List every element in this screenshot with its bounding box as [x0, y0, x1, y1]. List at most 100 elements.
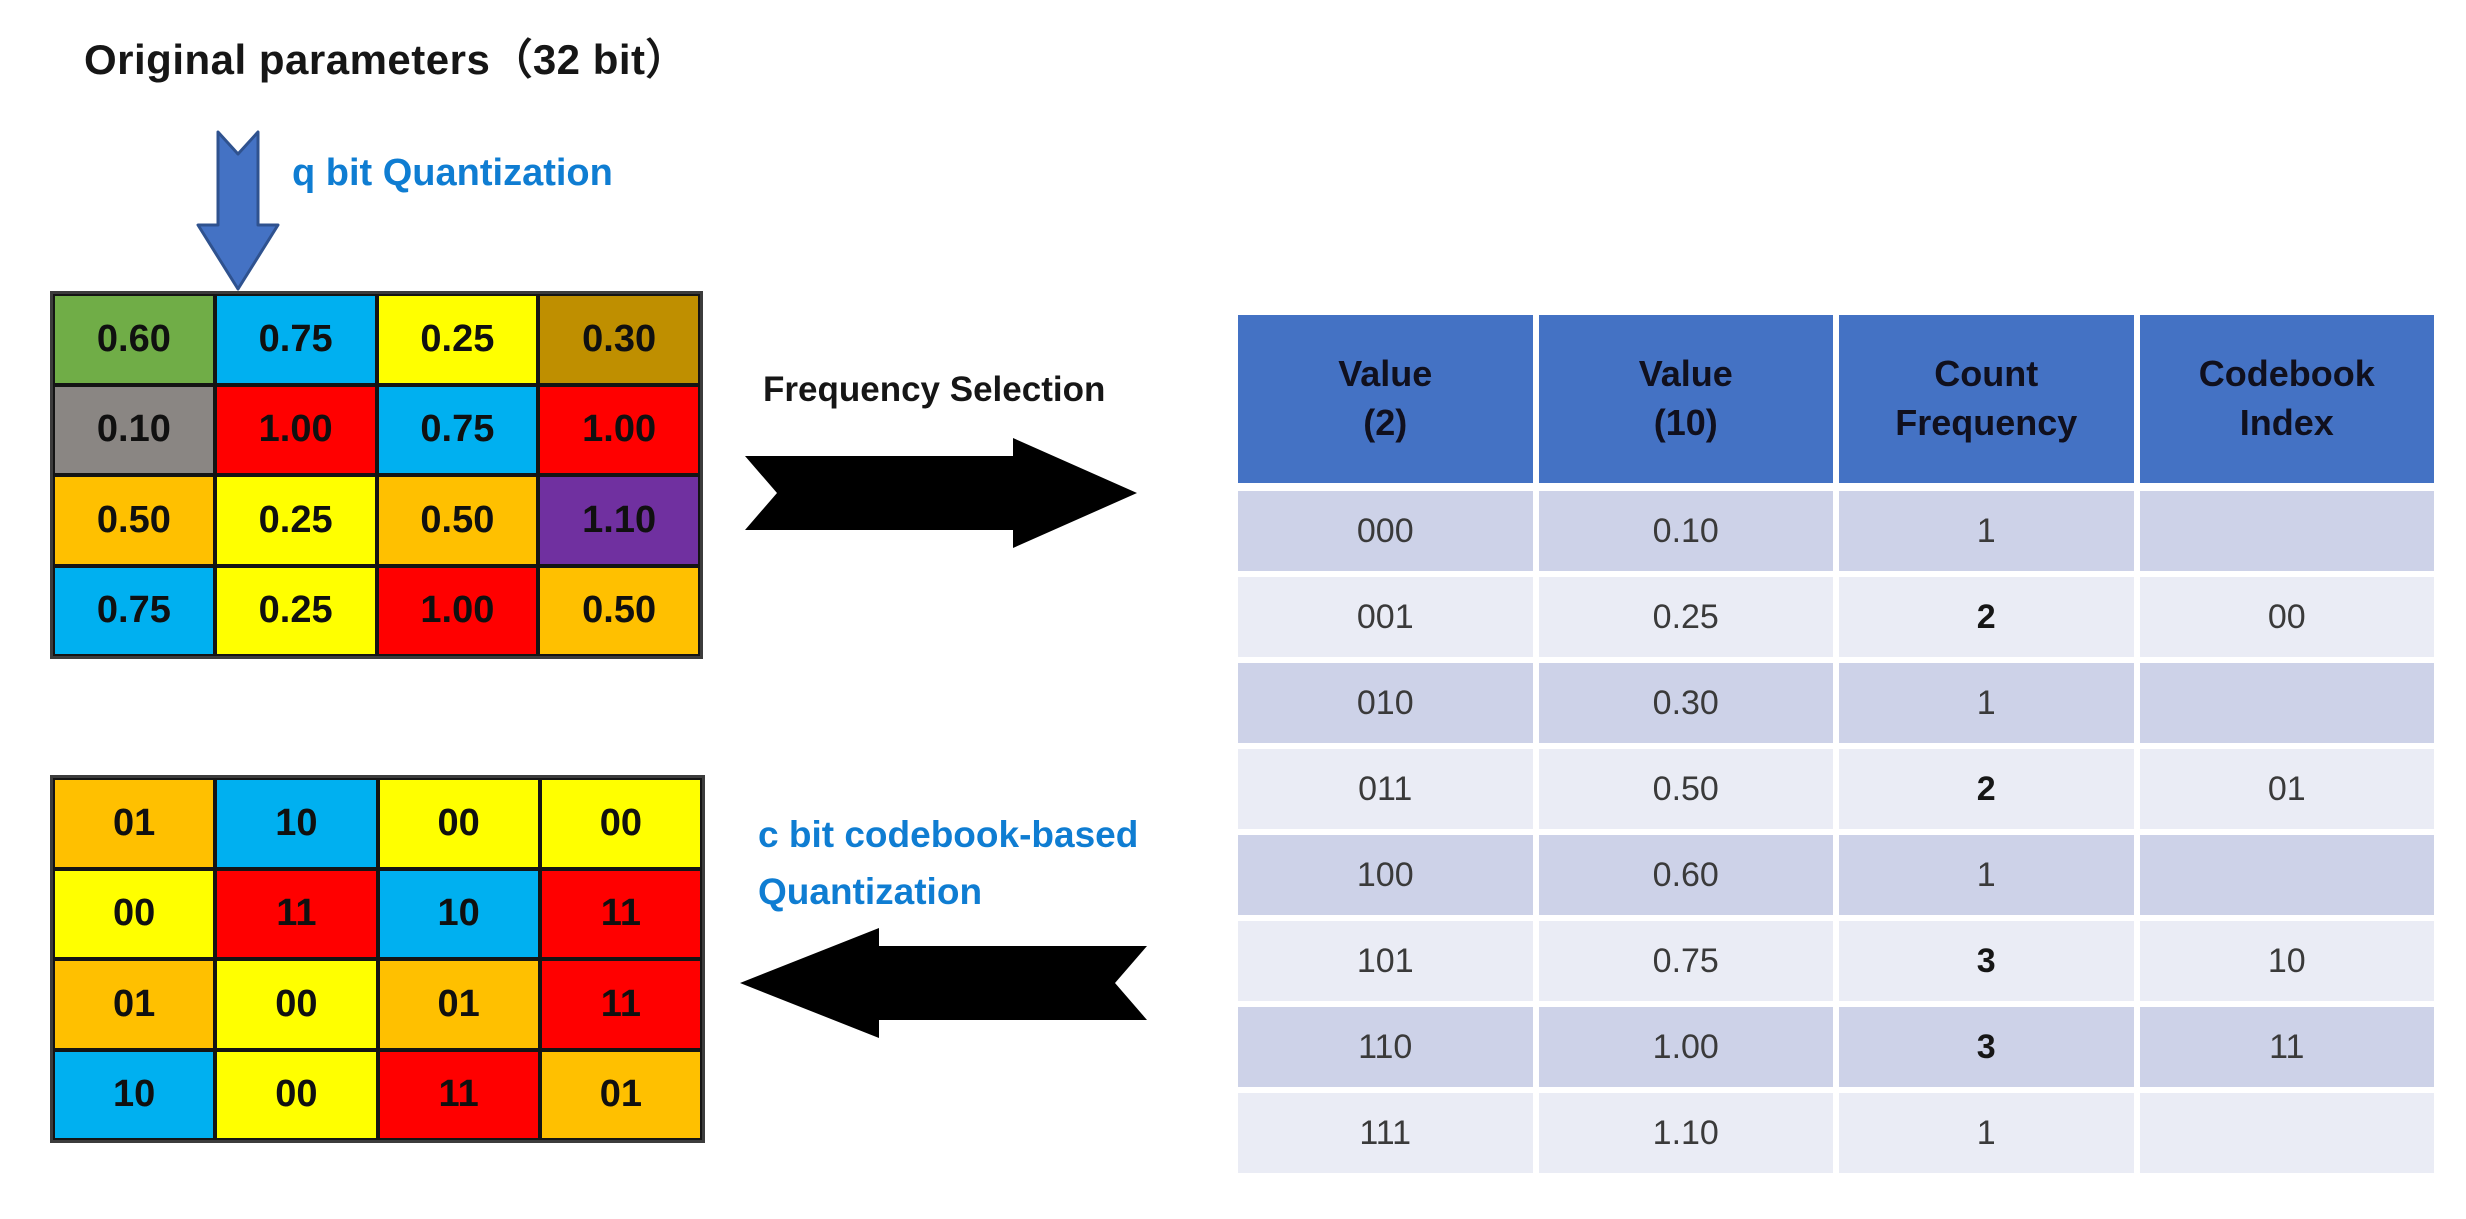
grid-cell: 0.25 — [214, 565, 377, 656]
cell-count: 1 — [1839, 835, 2134, 915]
cell-index — [2139, 1093, 2434, 1173]
grid-cell: 1.00 — [214, 384, 377, 475]
grid-cell: 01 — [377, 959, 540, 1050]
cell-value2: 111 — [1238, 1093, 1533, 1173]
grid-cell: 01 — [53, 959, 216, 1050]
table-row: 110 1.00 3 11 — [1238, 1007, 2434, 1087]
grid-cell: 11 — [539, 959, 702, 1050]
grid-cell: 00 — [53, 868, 216, 959]
cell-value2: 010 — [1238, 663, 1533, 743]
count-value: 1 — [1976, 1113, 1996, 1152]
table-header-row: Value (2) Value (10) Count Frequency Cod… — [1238, 315, 2434, 483]
grid-cell: 1.10 — [538, 475, 700, 566]
count-value: 1 — [1976, 855, 1996, 894]
table-row: 100 0.60 1 — [1238, 835, 2434, 915]
count-value: 3 — [1976, 941, 1996, 980]
cell-index: 01 — [2139, 749, 2434, 829]
grid-cell: 0.50 — [538, 565, 700, 656]
count-value: 2 — [1976, 597, 1996, 636]
cell-value2: 100 — [1238, 835, 1533, 915]
cell-value2: 001 — [1238, 577, 1533, 657]
grid-cell: 0.60 — [53, 294, 215, 385]
grid-cell: 00 — [215, 959, 378, 1050]
grid-cell: 01 — [53, 778, 216, 869]
header-codebook-index: Codebook Index — [2139, 315, 2434, 483]
cell-value10: 1.00 — [1538, 1007, 1833, 1087]
cell-count: 1 — [1839, 491, 2134, 571]
header-line: Value — [1638, 353, 1733, 395]
right-arrow-icon — [745, 438, 1137, 548]
original-parameters-grid: 0.60 0.75 0.25 0.30 0.10 1.00 0.75 1.00 … — [50, 291, 703, 659]
cell-value10: 0.30 — [1538, 663, 1833, 743]
down-arrow-icon — [196, 130, 280, 291]
grid-cell: 00 — [377, 778, 540, 869]
header-line: (10) — [1653, 402, 1718, 443]
grid-cell: 0.25 — [376, 294, 539, 385]
header-line: Count — [1934, 353, 2039, 395]
grid-cell: 00 — [539, 778, 702, 869]
cell-index: 10 — [2139, 921, 2434, 1001]
cell-count: 1 — [1839, 1093, 2134, 1173]
count-value: 1 — [1976, 683, 1996, 722]
grid-cell: 1.00 — [376, 565, 539, 656]
cell-index — [2139, 835, 2434, 915]
cell-value2: 110 — [1238, 1007, 1533, 1087]
cell-value2: 000 — [1238, 491, 1533, 571]
cell-value10: 0.50 — [1538, 749, 1833, 829]
c-bit-label-line1: c bit codebook-based — [758, 814, 1139, 855]
grid-cell: 0.30 — [538, 294, 700, 385]
c-bit-label-line2: Quantization — [758, 871, 983, 913]
grid-cell: 1.00 — [538, 384, 700, 475]
cell-value10: 0.10 — [1538, 491, 1833, 571]
grid-cell: 0.10 — [53, 384, 215, 475]
cell-value10: 1.10 — [1538, 1093, 1833, 1173]
header-line: Value — [1338, 353, 1433, 395]
header-value-10: Value (10) — [1538, 315, 1833, 483]
cell-index: 11 — [2139, 1007, 2434, 1087]
cell-value10: 0.60 — [1538, 835, 1833, 915]
grid-cell: 0.75 — [214, 294, 377, 385]
frequency-table: Value (2) Value (10) Count Frequency Cod… — [1238, 315, 2434, 1179]
grid-cell: 0.50 — [53, 475, 215, 566]
table-row: 001 0.25 2 00 — [1238, 577, 2434, 657]
grid-cell: 0.75 — [376, 384, 539, 475]
table-row: 010 0.30 1 — [1238, 663, 2434, 743]
count-value: 2 — [1976, 769, 1996, 808]
cell-value10: 0.75 — [1538, 921, 1833, 1001]
cell-value2: 011 — [1238, 749, 1533, 829]
count-value: 1 — [1976, 511, 1996, 550]
cell-index: 00 — [2139, 577, 2434, 657]
cell-index — [2139, 491, 2434, 571]
grid-cell: 0.25 — [214, 475, 377, 566]
grid-cell: 10 — [377, 868, 540, 959]
table-row: 011 0.50 2 01 — [1238, 749, 2434, 829]
cell-count: 3 — [1839, 1007, 2134, 1087]
q-bit-quantization-label: q bit Quantization — [292, 152, 613, 194]
table-row: 111 1.10 1 — [1238, 1093, 2434, 1173]
grid-cell: 01 — [539, 1049, 702, 1140]
grid-cell: 11 — [215, 868, 378, 959]
cell-value2: 101 — [1238, 921, 1533, 1001]
header-line: (2) — [1363, 402, 1408, 443]
quantized-parameters-grid: 01 10 00 00 00 11 10 11 01 00 01 11 10 0… — [50, 775, 705, 1143]
grid-cell: 0.75 — [53, 565, 215, 656]
cell-count: 3 — [1839, 921, 2134, 1001]
header-value-2: Value (2) — [1238, 315, 1533, 483]
table-row: 000 0.10 1 — [1238, 491, 2434, 571]
page-title: Original parameters（32 bit） — [84, 36, 689, 83]
header-line: Codebook — [2198, 353, 2375, 395]
grid-cell: 11 — [377, 1049, 540, 1140]
cell-count: 1 — [1839, 663, 2134, 743]
grid-cell: 10 — [215, 778, 378, 869]
grid-cell: 0.50 — [376, 475, 539, 566]
cell-index — [2139, 663, 2434, 743]
header-line: Frequency — [1895, 402, 2078, 443]
cell-value10: 0.25 — [1538, 577, 1833, 657]
left-arrow-icon — [740, 928, 1147, 1038]
header-count-frequency: Count Frequency — [1839, 315, 2134, 483]
cell-count: 2 — [1839, 749, 2134, 829]
grid-cell: 11 — [539, 868, 702, 959]
count-value: 3 — [1976, 1027, 1996, 1066]
frequency-selection-label: Frequency Selection — [763, 370, 1106, 409]
